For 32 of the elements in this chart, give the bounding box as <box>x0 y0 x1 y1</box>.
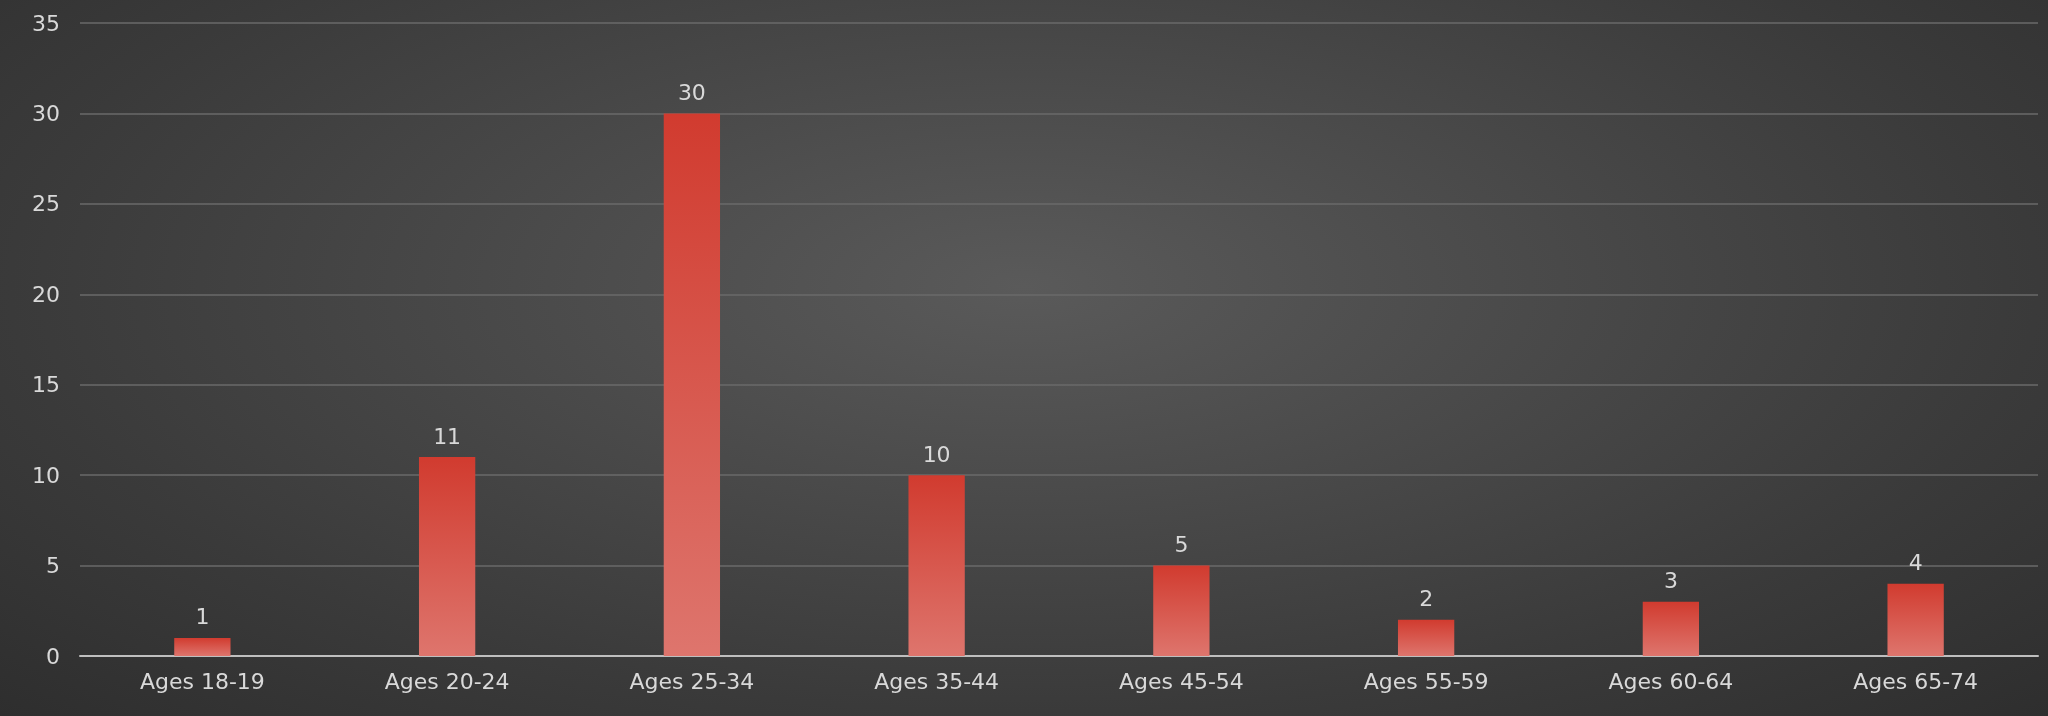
y-tick-label: 5 <box>46 553 60 579</box>
x-tick-label: Ages 60-64 <box>1608 668 1734 694</box>
data-label: 30 <box>677 79 706 105</box>
y-tick-label: 25 <box>32 191 60 217</box>
data-label: 1 <box>195 604 210 630</box>
bar <box>418 457 476 656</box>
data-label: 2 <box>1419 586 1434 612</box>
x-tick-label: Ages 20-24 <box>384 668 510 694</box>
y-tick-label: 15 <box>32 372 60 398</box>
y-tick-label: 10 <box>32 462 60 488</box>
x-tick-label: Ages 55-59 <box>1363 668 1489 694</box>
data-label: 5 <box>1174 532 1189 558</box>
x-tick-label: Ages 18-19 <box>139 668 265 694</box>
bar <box>1642 601 1700 656</box>
bar <box>174 637 231 656</box>
data-label: 11 <box>433 423 462 449</box>
bar <box>1153 565 1210 656</box>
bar <box>908 475 965 656</box>
x-tick-label: Ages 25-34 <box>629 668 755 694</box>
x-tick-label: Ages 45-54 <box>1118 668 1244 694</box>
y-tick-label: 20 <box>32 281 60 307</box>
data-label: 3 <box>1663 568 1678 594</box>
y-tick-label: 35 <box>32 10 60 36</box>
bar <box>663 113 721 656</box>
data-label: 10 <box>922 441 951 467</box>
data-label: 4 <box>1908 550 1923 576</box>
x-tick-label: Ages 35-44 <box>874 668 1000 694</box>
y-tick-label: 0 <box>46 643 60 669</box>
bar <box>1887 583 1944 656</box>
bar <box>1397 619 1455 656</box>
y-tick-label: 30 <box>32 100 60 126</box>
x-tick-label: Ages 65-74 <box>1853 668 1979 694</box>
